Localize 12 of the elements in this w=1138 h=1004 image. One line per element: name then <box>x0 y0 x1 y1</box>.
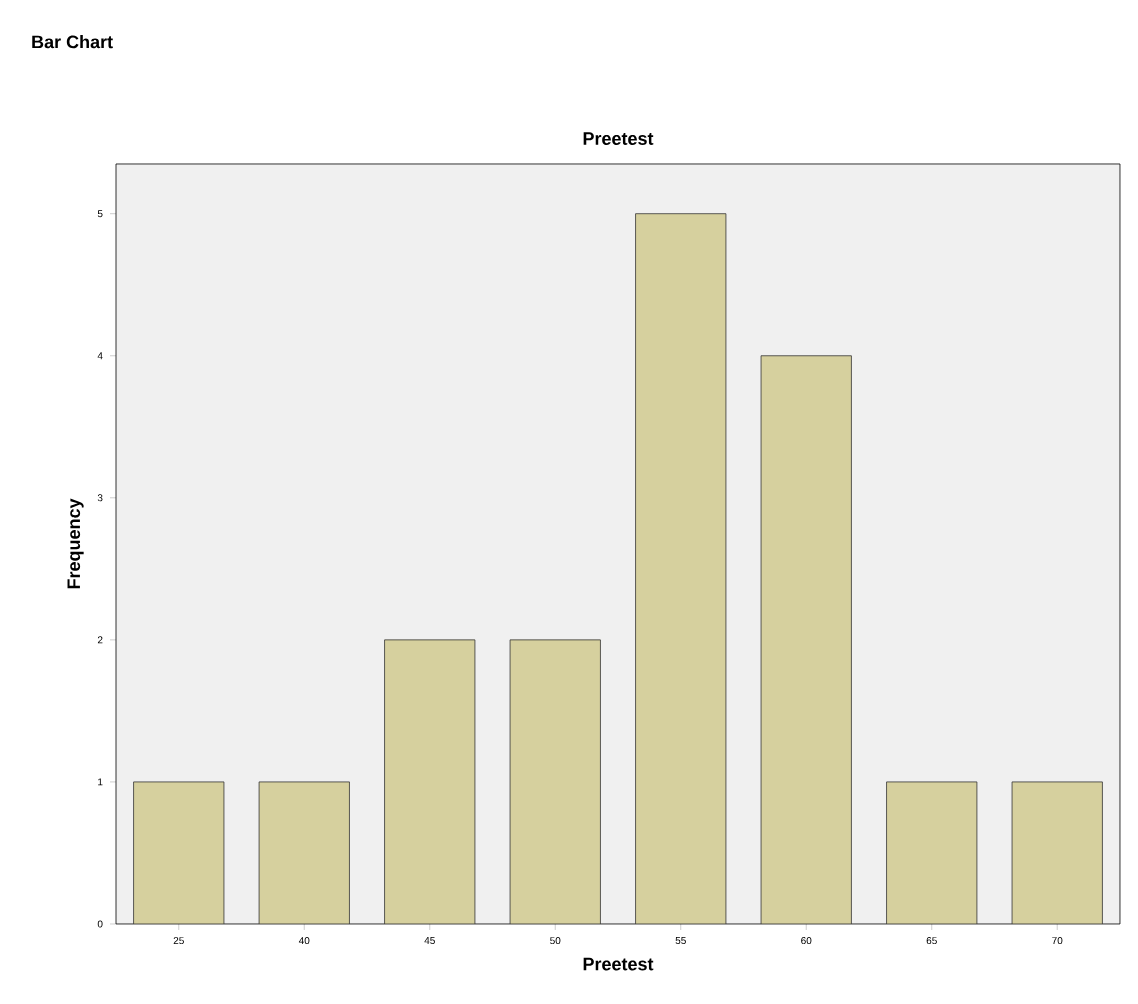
bar <box>133 781 225 924</box>
bar <box>760 355 852 924</box>
bar <box>635 213 727 924</box>
bar <box>886 781 978 924</box>
chart-title: Bar Chart <box>32 35 113 49</box>
x-axis-title: Preetest <box>583 957 654 971</box>
bar <box>1011 781 1103 924</box>
bar <box>384 639 476 924</box>
bar <box>258 781 350 924</box>
y-axis-title: Frequency <box>67 498 84 589</box>
bar <box>509 639 601 924</box>
chart-subtitle: Preetest <box>583 132 654 145</box>
